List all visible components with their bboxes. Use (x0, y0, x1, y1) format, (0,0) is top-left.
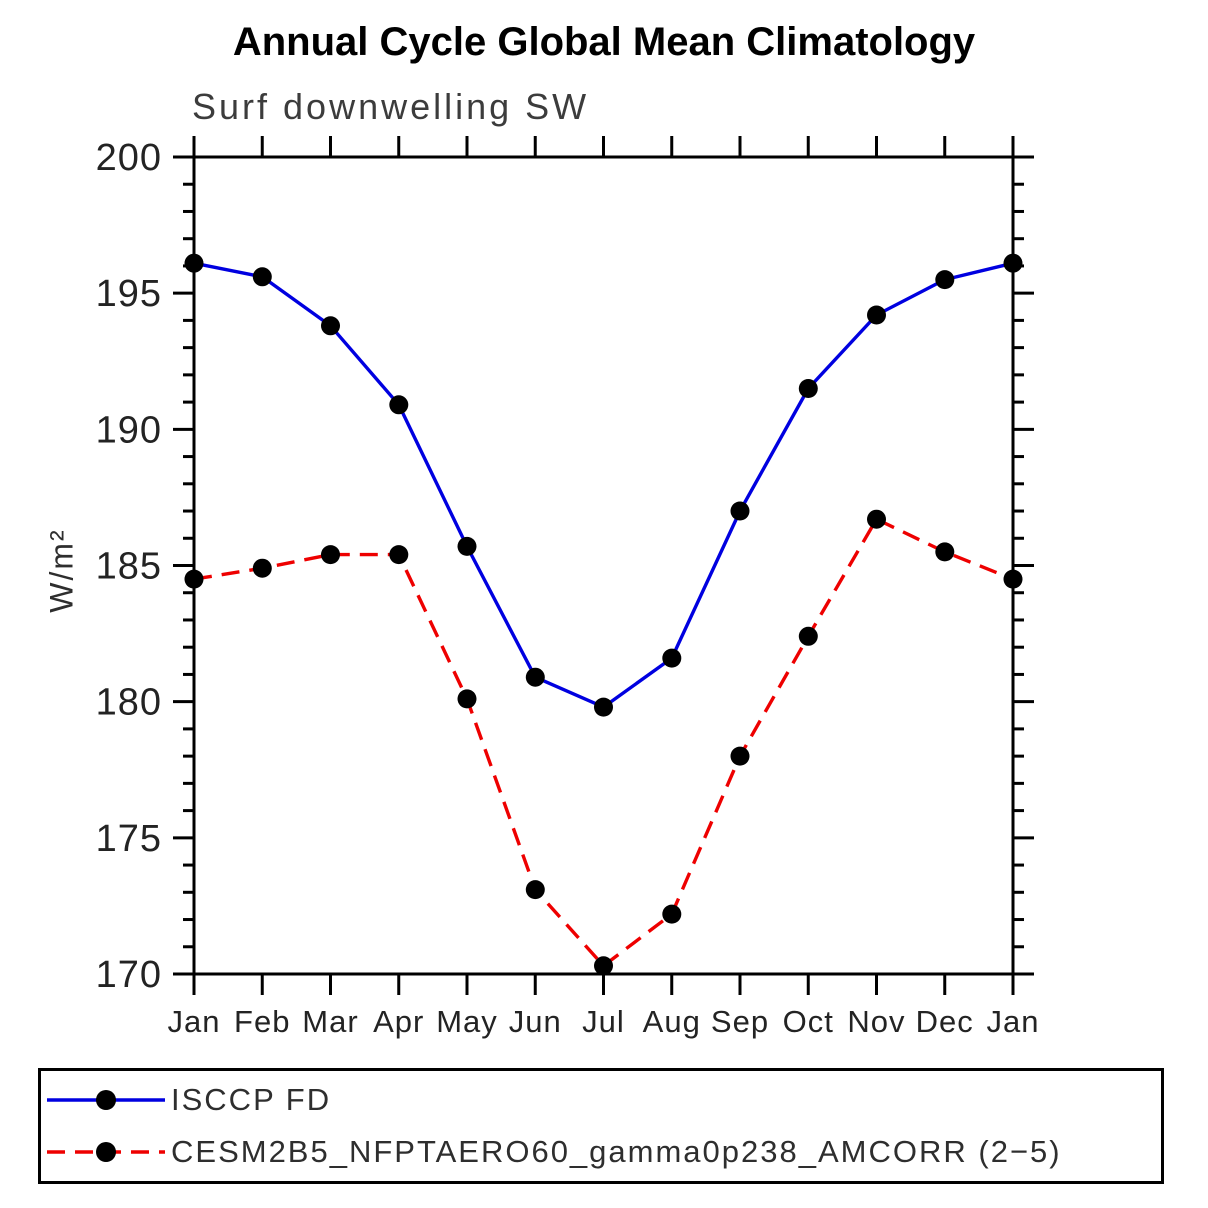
x-tick-label: Sep (711, 1004, 769, 1039)
x-tick-label: Apr (373, 1004, 424, 1039)
legend-swatch-dashed-line (47, 1141, 165, 1162)
series-1-marker (730, 746, 750, 766)
x-tick-label: Jul (582, 1004, 625, 1039)
legend-marker-dot (96, 1141, 116, 1162)
series-1-marker (184, 569, 204, 589)
series-1-marker (457, 689, 477, 709)
legend-label: ISCCP FD (171, 1082, 332, 1118)
series-1-marker (321, 545, 340, 565)
series-0-marker (525, 667, 545, 687)
series-0-marker (1003, 253, 1023, 273)
x-tick-label: Feb (234, 1004, 290, 1039)
legend-marker-dot (96, 1090, 116, 1111)
series-1-marker (252, 558, 272, 578)
series-line-1 (193, 517, 1014, 968)
series-0-marker (321, 316, 340, 336)
y-tick-label: 190 (96, 409, 162, 451)
series-0-marker (389, 395, 409, 415)
plot-border (192, 155, 1015, 976)
legend-swatch-solid-line (47, 1090, 165, 1111)
y-tick-label: 195 (96, 273, 162, 315)
legend-label: CESM2B5_NFPTAERO60_gamma0p238_AMCORR (2−… (171, 1133, 1062, 1169)
x-tick-label: Jan (987, 1004, 1040, 1039)
series-1-marker (389, 545, 409, 565)
y-tick-label: 175 (96, 818, 162, 860)
series-0-marker (184, 253, 204, 273)
series-0-marker (798, 379, 818, 398)
series-1-marker (867, 509, 886, 529)
x-tick-label: May (436, 1004, 498, 1039)
x-tick-label: Jun (509, 1004, 562, 1039)
legend-item-isccp: ISCCP FD (41, 1078, 1161, 1122)
series-1-marker (798, 626, 818, 646)
x-tick-label: Mar (302, 1004, 358, 1039)
series-0-marker (730, 501, 750, 521)
x-tick-label: Dec (916, 1004, 974, 1039)
series-1-marker (662, 904, 682, 924)
y-tick-label: 180 (96, 682, 162, 724)
series-0-marker (252, 267, 272, 287)
series-1-marker (594, 956, 613, 976)
series-line-0 (193, 261, 1014, 709)
x-tick-label: Oct (783, 1004, 834, 1039)
series-1-marker (1003, 569, 1023, 589)
chart-title: Annual Cycle Global Mean Climatology (232, 20, 976, 64)
legend-box: ISCCP FD CESM2B5_NFPTAERO60_gamma0p238_A… (38, 1068, 1164, 1184)
x-tick-label: Jan (168, 1004, 221, 1039)
series-0-marker (594, 697, 613, 717)
y-tick-label: 185 (96, 546, 162, 588)
series-0-marker (935, 270, 955, 290)
series-0-marker (457, 536, 477, 556)
series-0-marker (867, 305, 886, 325)
y-tick-label: 200 (96, 137, 162, 179)
chart-subtitle: Surf downwelling SW (192, 86, 590, 127)
y-tick-label: 170 (96, 954, 162, 996)
x-tick-label: Nov (847, 1004, 905, 1039)
series-0-marker (662, 648, 682, 668)
series-1-marker (935, 542, 955, 562)
series-1-marker (525, 880, 545, 900)
legend-item-cesm: CESM2B5_NFPTAERO60_gamma0p238_AMCORR (2−… (41, 1130, 1161, 1174)
x-tick-label: Aug (643, 1004, 701, 1039)
